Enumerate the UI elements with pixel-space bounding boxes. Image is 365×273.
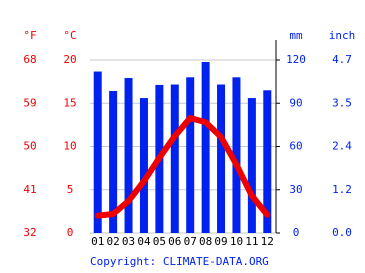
- precip-bar: [186, 77, 195, 233]
- c-tick-label: 0: [67, 226, 74, 239]
- precip-bar: [139, 98, 148, 233]
- x-tick-label: 01: [91, 235, 104, 248]
- f-tick-label: 41: [23, 183, 36, 196]
- precip-bar: [109, 90, 118, 233]
- precip-bar: [263, 90, 272, 234]
- x-tick-label: 07: [184, 235, 197, 248]
- x-tick-label: 09: [214, 235, 227, 248]
- precip-bar: [170, 84, 179, 233]
- x-tick-label: 12: [261, 235, 274, 248]
- inch-tick-label: 2.4: [332, 140, 352, 153]
- x-tick-label: 05: [153, 235, 166, 248]
- f-unit: °F: [23, 29, 36, 42]
- x-tick-label: 10: [230, 235, 243, 248]
- c-tick-label: 20: [63, 53, 76, 66]
- c-tick-label: 5: [67, 183, 74, 196]
- temperature-line: [94, 114, 271, 219]
- inch-tick-label: 1.2: [332, 183, 352, 196]
- x-tick-label: 11: [245, 235, 258, 248]
- inch-tick-label: 0.0: [332, 226, 352, 239]
- precip-bar: [232, 77, 241, 233]
- mm-tick-label: 30: [289, 183, 302, 196]
- copyright: Copyright: CLIMATE-DATA.ORG: [90, 255, 269, 268]
- precip-bar: [217, 84, 226, 233]
- mm-tick-label: 0: [293, 226, 300, 239]
- inch-unit: inch: [329, 29, 356, 42]
- precip-bar: [124, 78, 133, 233]
- precip-bar: [93, 71, 102, 234]
- inch-tick-label: 4.7: [332, 53, 352, 66]
- mm-tick-label: 120: [286, 53, 306, 66]
- f-tick-label: 32: [23, 226, 36, 239]
- f-tick-label: 50: [23, 140, 36, 153]
- x-tick-label: 08: [199, 235, 212, 248]
- x-tick-label: 02: [107, 235, 120, 248]
- c-tick-label: 15: [63, 96, 76, 109]
- x-tick-label: 06: [168, 235, 181, 248]
- f-tick-label: 59: [23, 96, 36, 109]
- c-tick-label: 10: [63, 140, 76, 153]
- x-tick-label: 04: [137, 235, 151, 248]
- x-tick-label: 03: [122, 235, 135, 248]
- mm-tick-label: 90: [289, 96, 302, 109]
- precip-bar: [201, 62, 210, 233]
- f-tick-label: 68: [23, 53, 36, 66]
- inch-tick-label: 3.5: [332, 96, 352, 109]
- mm-tick-label: 60: [289, 140, 302, 153]
- mm-unit: mm: [289, 29, 303, 42]
- c-unit: °C: [63, 29, 76, 42]
- precip-bar: [247, 98, 256, 233]
